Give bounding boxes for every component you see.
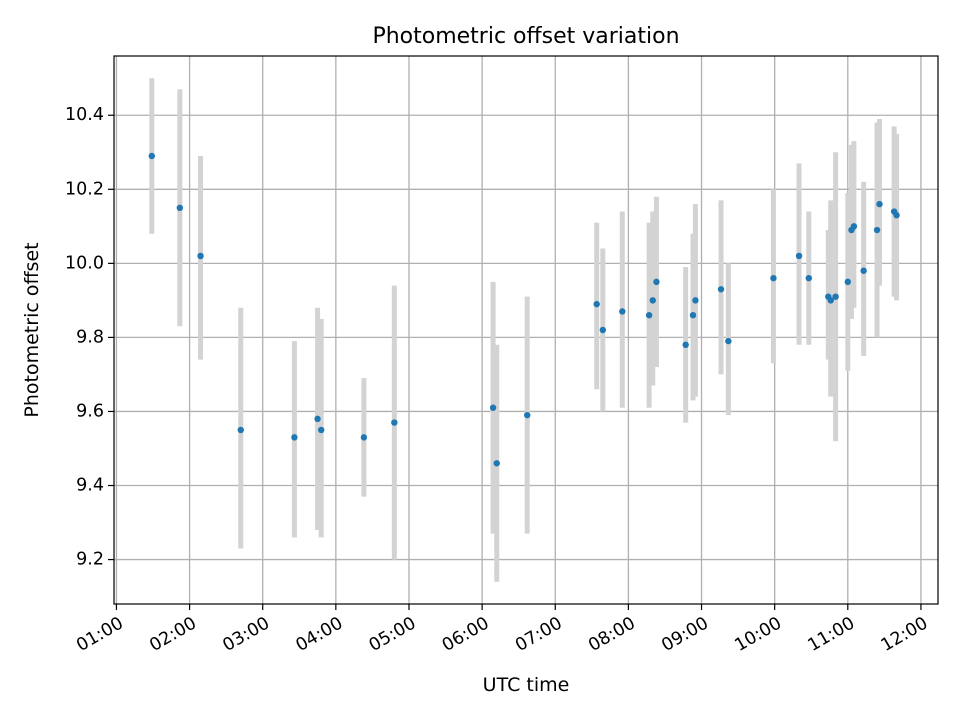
data-point bbox=[689, 311, 697, 319]
data-point bbox=[619, 308, 626, 315]
y-axis-label: Photometric offset bbox=[21, 242, 43, 417]
data-point bbox=[649, 297, 656, 304]
data-point bbox=[318, 426, 325, 434]
data-point bbox=[493, 460, 500, 467]
data-point bbox=[844, 278, 851, 286]
data-point bbox=[653, 278, 660, 286]
y-tick-label: 10.2 bbox=[65, 179, 104, 199]
data-point bbox=[682, 341, 689, 349]
data-point bbox=[524, 411, 531, 419]
data-point bbox=[314, 415, 321, 423]
y-tick-label: 9.6 bbox=[76, 401, 104, 421]
data-point bbox=[291, 434, 298, 441]
y-axis: 9.2 9.4 9.6 9.8 10.0 10.2 10.4 bbox=[65, 105, 114, 570]
y-tick-label: 9.8 bbox=[76, 327, 104, 347]
y-tick-label: 9.2 bbox=[76, 550, 104, 570]
data-point bbox=[873, 226, 881, 234]
data-points bbox=[148, 152, 900, 467]
data-point bbox=[832, 293, 839, 300]
x-axis-label: UTC time bbox=[483, 674, 570, 696]
data-point bbox=[148, 152, 155, 160]
data-point bbox=[593, 300, 600, 308]
data-point bbox=[795, 252, 803, 260]
data-point bbox=[692, 297, 699, 304]
data-point bbox=[645, 311, 653, 319]
chart-title: Photometric offset variation bbox=[372, 24, 679, 49]
data-point bbox=[599, 326, 606, 334]
data-point bbox=[860, 267, 867, 274]
data-point bbox=[176, 204, 184, 212]
data-point bbox=[770, 274, 777, 282]
data-point bbox=[876, 200, 883, 208]
data-point bbox=[805, 274, 812, 282]
y-tick-label: 10.4 bbox=[65, 105, 104, 125]
data-point bbox=[850, 223, 858, 230]
plot-frame bbox=[113, 55, 939, 605]
y-tick-label: 10.0 bbox=[65, 253, 104, 273]
y-tick-label: 9.4 bbox=[76, 476, 104, 496]
data-point bbox=[827, 297, 834, 304]
data-point bbox=[391, 419, 398, 426]
data-point bbox=[197, 252, 204, 260]
data-point bbox=[360, 434, 368, 441]
data-point bbox=[489, 404, 497, 411]
data-point bbox=[893, 212, 900, 219]
data-point bbox=[237, 426, 244, 434]
data-point bbox=[717, 286, 725, 293]
data-point bbox=[725, 337, 732, 345]
